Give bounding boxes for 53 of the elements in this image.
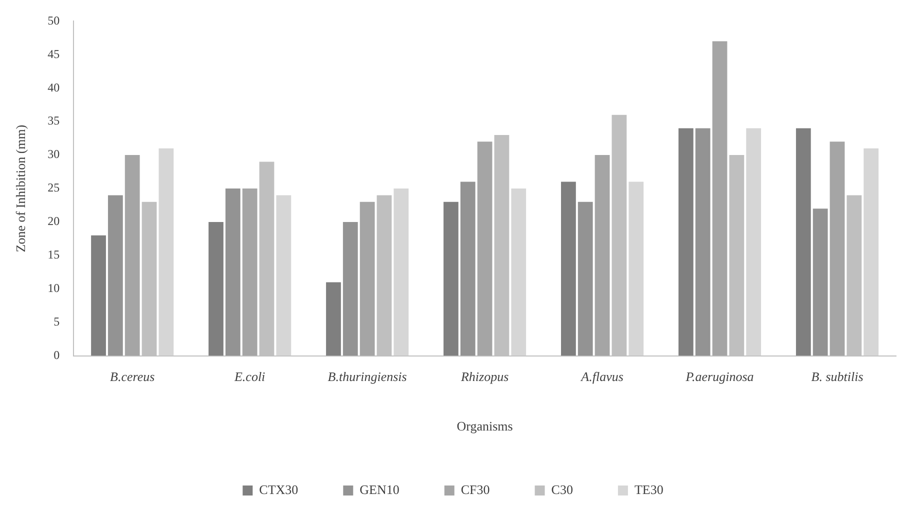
bar bbox=[108, 195, 123, 356]
bar bbox=[864, 148, 879, 356]
bar bbox=[511, 188, 526, 356]
bar bbox=[225, 188, 240, 356]
legend-label: CTX30 bbox=[259, 482, 298, 497]
y-tick-label: 30 bbox=[48, 147, 60, 162]
bar bbox=[796, 128, 811, 356]
bar bbox=[561, 182, 576, 356]
bar bbox=[444, 202, 458, 356]
bar bbox=[360, 202, 375, 356]
bar bbox=[242, 188, 258, 356]
legend-label: TE30 bbox=[634, 482, 664, 497]
x-tick-label: P.aeruginosa bbox=[684, 369, 754, 384]
x-tick-label: B. subtilis bbox=[811, 369, 864, 384]
bar bbox=[394, 188, 409, 356]
bar bbox=[342, 222, 358, 356]
bar bbox=[594, 155, 610, 356]
bar bbox=[712, 41, 728, 356]
bar bbox=[326, 282, 341, 356]
y-tick-label: 5 bbox=[54, 314, 60, 328]
bar bbox=[678, 128, 694, 356]
bar bbox=[746, 128, 762, 356]
x-tick-label: A.flavus bbox=[580, 369, 624, 384]
legend-label: CF30 bbox=[460, 482, 490, 497]
bar bbox=[158, 148, 174, 356]
y-tick-label: 25 bbox=[48, 180, 60, 195]
y-tick-label: 20 bbox=[48, 214, 60, 228]
bar bbox=[208, 222, 224, 356]
y-tick-label: 0 bbox=[54, 348, 60, 362]
y-tick-label: 15 bbox=[48, 248, 60, 262]
bar bbox=[460, 182, 476, 356]
bar bbox=[628, 182, 644, 356]
bar bbox=[124, 155, 140, 356]
y-axis-title: Zone of Inhibition (mm) bbox=[13, 124, 28, 252]
legend-label: GEN10 bbox=[360, 482, 400, 497]
y-tick-label: 10 bbox=[48, 281, 60, 296]
y-tick-label: 45 bbox=[48, 46, 60, 61]
bar bbox=[477, 142, 492, 356]
bar bbox=[276, 195, 292, 356]
x-axis-title: Organisms bbox=[456, 418, 513, 434]
legend-label: C30 bbox=[551, 482, 573, 497]
x-tick-label: B.thuringiensis bbox=[328, 369, 407, 384]
bar bbox=[91, 235, 106, 356]
x-tick-label: B.cereus bbox=[110, 369, 155, 384]
x-tick-label: Rhizopus bbox=[460, 369, 509, 384]
x-tick-label: E.coli bbox=[233, 369, 266, 384]
y-tick-label: 40 bbox=[48, 80, 60, 94]
y-tick-label: 35 bbox=[48, 114, 60, 128]
bar bbox=[578, 202, 593, 356]
bar bbox=[830, 142, 845, 356]
bar bbox=[695, 128, 710, 356]
bar bbox=[812, 208, 828, 356]
y-tick-label: 50 bbox=[48, 13, 60, 28]
